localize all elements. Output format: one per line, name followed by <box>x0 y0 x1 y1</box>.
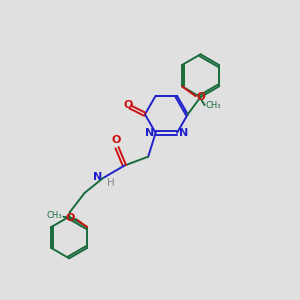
Text: N: N <box>145 128 154 139</box>
Text: O: O <box>123 100 132 110</box>
Text: CH₃: CH₃ <box>205 101 221 110</box>
Text: O: O <box>66 213 75 223</box>
Text: CH₃: CH₃ <box>47 211 62 220</box>
Text: O: O <box>111 135 121 145</box>
Text: N: N <box>93 172 102 182</box>
Text: O: O <box>197 92 206 101</box>
Text: H: H <box>106 178 114 188</box>
Text: N: N <box>179 128 188 139</box>
